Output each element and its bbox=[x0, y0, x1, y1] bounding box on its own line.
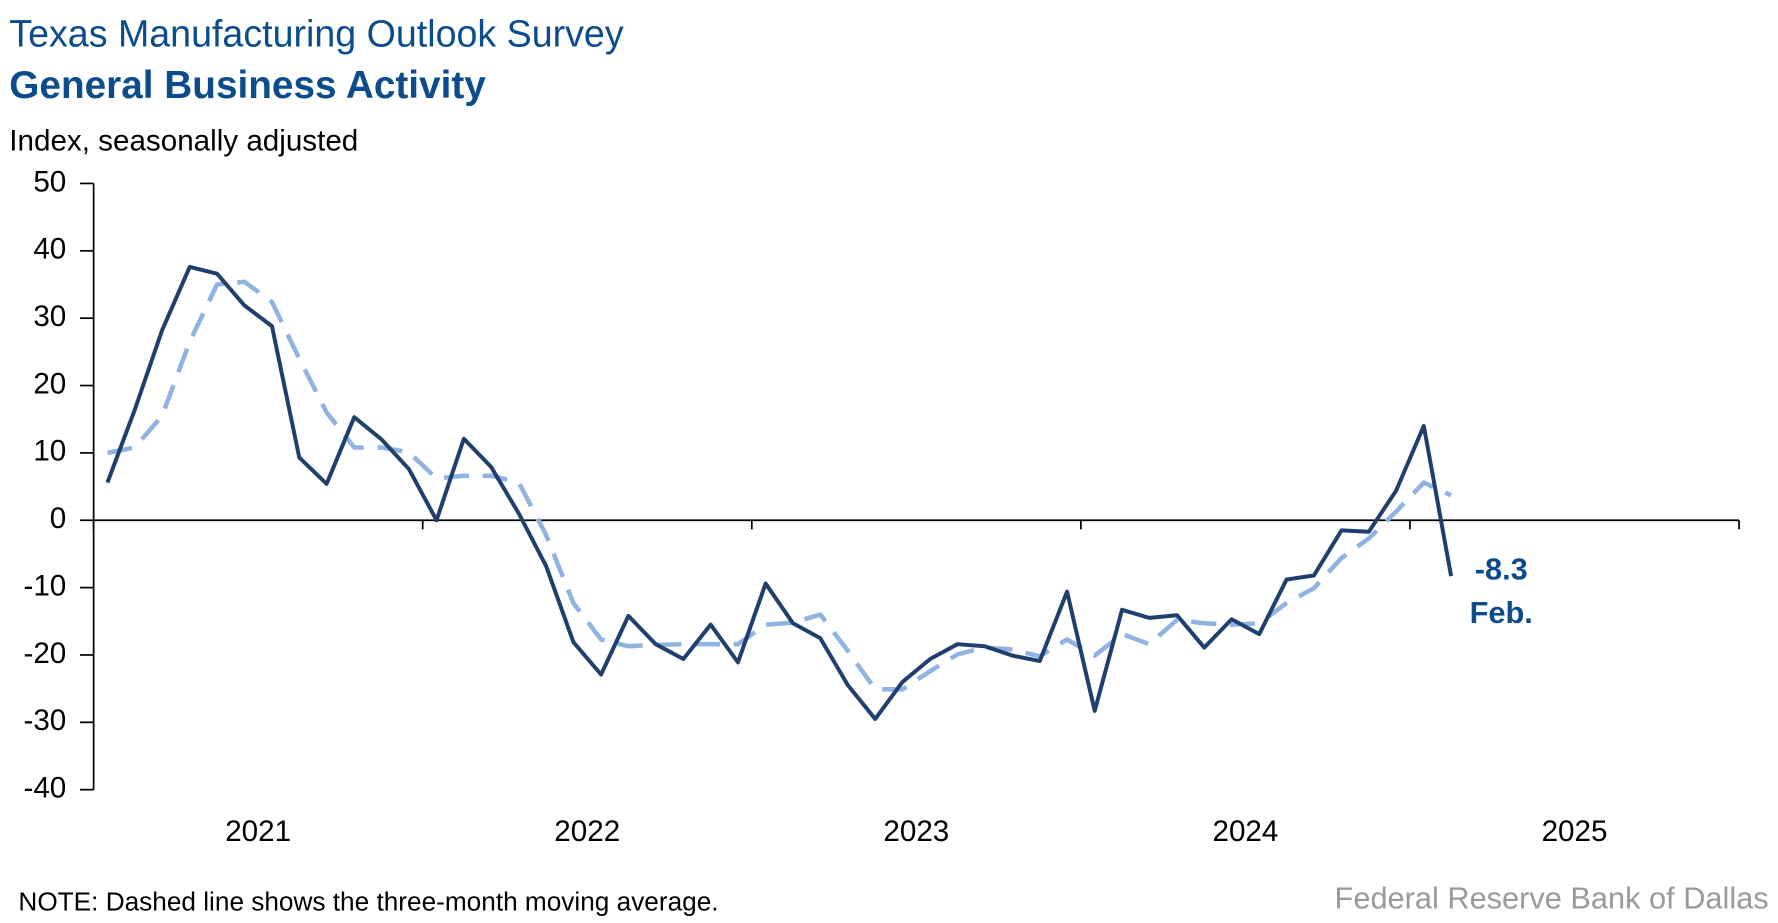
y-tick-label: 30 bbox=[33, 300, 66, 333]
source: Federal Reserve Bank of Dallas bbox=[1335, 880, 1769, 915]
y-tick-label: 40 bbox=[33, 233, 66, 266]
y-tick-label: 0 bbox=[50, 502, 66, 535]
y-tick-label: -20 bbox=[23, 637, 66, 670]
y-tick-label: 20 bbox=[33, 367, 66, 400]
y-tick-label: -40 bbox=[23, 772, 66, 805]
x-tick-label: 2025 bbox=[1542, 815, 1608, 848]
x-tick-label: 2024 bbox=[1213, 815, 1279, 848]
note: NOTE: Dashed line shows the three-month … bbox=[18, 887, 718, 917]
value-label: -8.3 bbox=[1475, 552, 1528, 587]
chart-title: Texas Manufacturing Outlook Survey bbox=[9, 12, 624, 54]
y-axis-label: Index, seasonally adjusted bbox=[9, 124, 358, 157]
y-tick-label: 50 bbox=[33, 165, 66, 198]
x-tick-label: 2023 bbox=[883, 815, 949, 848]
y-tick-label: -10 bbox=[23, 569, 66, 602]
x-tick-label: 2021 bbox=[225, 815, 291, 848]
chart-subtitle: General Business Activity bbox=[9, 64, 486, 107]
index-line bbox=[105, 264, 1454, 721]
annotation: Feb. bbox=[1470, 595, 1533, 630]
x-tick-label: 2022 bbox=[554, 815, 620, 848]
moving-average-line bbox=[107, 279, 1453, 692]
y-tick-label: 10 bbox=[33, 435, 66, 468]
y-tick-label: -30 bbox=[23, 704, 66, 737]
